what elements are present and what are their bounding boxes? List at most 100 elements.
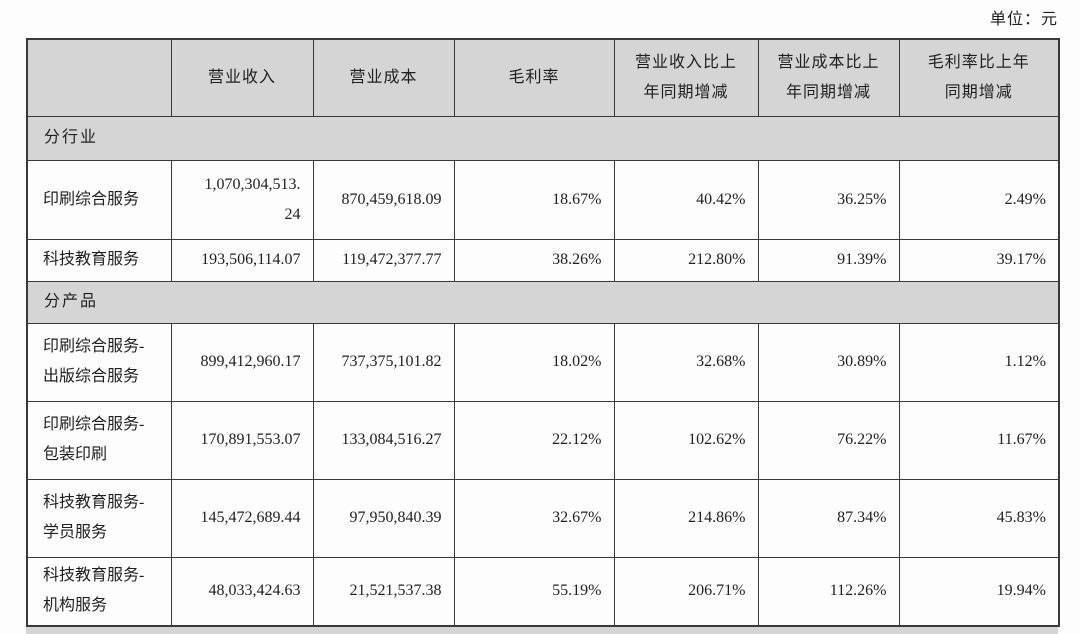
cell-line: 出版综合服务	[43, 368, 140, 385]
cell-cost: 119,472,377.77	[312, 238, 455, 282]
cell-line: 214.86%	[688, 509, 746, 526]
cell-line: 133,084,516.27	[341, 431, 442, 448]
cell-revenue-yoy: 102.62%	[613, 400, 759, 480]
cell-line: 1,070,304,513.	[204, 175, 301, 193]
row-label: 科技教育服务- 机构服务	[26, 556, 172, 627]
cell-line: 营业成本比上	[777, 53, 880, 71]
column-header-margin-yoy: 毛利率比上年 同期增减	[898, 38, 1060, 117]
column-header-cost: 营业成本	[312, 38, 455, 117]
cell-line: 87.34%	[837, 509, 887, 526]
cell-revenue-yoy: 32.68%	[613, 322, 759, 402]
cell-line: 112.26%	[829, 582, 887, 600]
cell-revenue: 1,070,304,513. 24	[170, 159, 314, 240]
cell-cost-yoy: 30.89%	[757, 322, 900, 402]
cell-line: 营业收入	[207, 68, 276, 86]
cell-line: 科技教育服务-	[43, 494, 145, 511]
cell-line: 2.49%	[1004, 190, 1046, 208]
cell-line: 737,375,101.82	[341, 353, 442, 370]
cell-margin-yoy: 39.17%	[898, 238, 1060, 282]
gross-margin-table: 营业收入 营业成本 毛利率 营业收入比上 年同期增减 营业成本比上 年同期增减 毛利率比上年同…	[26, 38, 1060, 627]
cell-line: 40.42%	[696, 190, 746, 208]
cell-line: 32.67%	[552, 509, 602, 526]
cell-line: 18.02%	[552, 353, 602, 370]
table-row: 科技教育服务- 机构服务 48,033,424.63 21,521,537.38 55.…	[26, 556, 1060, 627]
cell-line: 科技教育服务	[43, 251, 140, 268]
cell-line: 营业收入比上	[634, 53, 737, 71]
cell-line: 24	[284, 205, 301, 223]
cell-line: 91.39%	[837, 251, 887, 268]
cell-line: 170,891,553.07	[200, 431, 301, 448]
cell-line: 毛利率比上年	[927, 53, 1030, 71]
cell-margin: 18.02%	[453, 322, 615, 402]
cell-line: 36.25%	[837, 190, 887, 208]
cell-line: 印刷综合服务-	[43, 416, 145, 433]
column-header-revenue-yoy: 营业收入比上 年同期增减	[613, 38, 759, 117]
table-body: 分行业印刷综合服务 1,070,304,513. 24 870,459,618.09 1…	[26, 115, 1060, 627]
cell-cost-yoy: 36.25%	[757, 159, 900, 240]
cell-revenue: 48,033,424.63	[170, 556, 314, 627]
cell-margin-yoy: 2.49%	[898, 159, 1060, 240]
cell-line: 76.22%	[837, 431, 887, 448]
table-row: 印刷综合服务- 出版综合服务 899,412,960.17 737,375,101.8…	[26, 322, 1060, 402]
cell-line: 年同期增减	[643, 83, 729, 101]
section-row: 分产品	[26, 280, 1060, 324]
table-row: 印刷综合服务- 包装印刷 170,891,553.07 133,084,516.27 2…	[26, 400, 1060, 480]
cell-revenue-yoy: 40.42%	[613, 159, 759, 240]
cell-margin: 55.19%	[453, 556, 615, 627]
cell-line: 同期增减	[944, 83, 1013, 101]
cell-line: 55.19%	[552, 582, 602, 600]
row-label: 印刷综合服务- 包装印刷	[26, 400, 172, 480]
column-header-name	[26, 38, 172, 117]
cell-line: 1.12%	[1004, 353, 1046, 370]
column-header-revenue: 营业收入	[170, 38, 314, 117]
cell-margin-yoy: 45.83%	[898, 478, 1060, 558]
cell-revenue-yoy: 206.71%	[613, 556, 759, 627]
cell-line: 印刷综合服务-	[43, 338, 145, 355]
next-section-row-cutoff	[26, 627, 1058, 634]
cell-line: 39.17%	[996, 251, 1046, 268]
cell-line: 32.68%	[696, 353, 746, 370]
column-header-cost-yoy: 营业成本比上 年同期增减	[757, 38, 900, 117]
cell-line: 21,521,537.38	[349, 582, 442, 600]
cell-line: 97,950,840.39	[349, 509, 442, 526]
cell-revenue: 899,412,960.17	[170, 322, 314, 402]
cell-line: 18.67%	[552, 190, 602, 208]
cell-cost: 97,950,840.39	[312, 478, 455, 558]
cell-cost: 133,084,516.27	[312, 400, 455, 480]
cell-line: 193,506,114.07	[201, 251, 301, 268]
cell-cost: 737,375,101.82	[312, 322, 455, 402]
cell-line: 19.94%	[996, 582, 1046, 600]
cell-line: 870,459,618.09	[341, 190, 442, 208]
unit-label: 单位：元	[989, 11, 1058, 28]
cell-line: 102.62%	[688, 431, 746, 448]
cell-cost: 21,521,537.38	[312, 556, 455, 627]
cell-line: 年同期增减	[785, 83, 871, 101]
cell-margin: 18.67%	[453, 159, 615, 240]
header-row: 营业收入 营业成本 毛利率 营业收入比上 年同期增减 营业成本比上 年同期增减 毛利率比上年同…	[26, 38, 1060, 117]
cell-line: 印刷综合服务	[43, 190, 140, 208]
cell-line: 899,412,960.17	[200, 353, 301, 370]
row-label: 印刷综合服务- 出版综合服务	[26, 322, 172, 402]
cell-revenue: 193,506,114.07	[170, 238, 314, 282]
cell-cost-yoy: 87.34%	[757, 478, 900, 558]
cell-line: 学员服务	[43, 524, 108, 541]
cell-line: 机构服务	[43, 597, 108, 615]
cell-revenue-yoy: 214.86%	[613, 478, 759, 558]
cell-revenue: 170,891,553.07	[170, 400, 314, 480]
cell-line: 30.89%	[837, 353, 887, 370]
cell-line: 毛利率	[508, 68, 560, 86]
cell-revenue: 145,472,689.44	[170, 478, 314, 558]
cell-line: 11.67%	[997, 431, 1046, 448]
cell-margin: 32.67%	[453, 478, 615, 558]
cell-line: 206.71%	[688, 582, 746, 600]
cell-line: 45.83%	[996, 509, 1046, 526]
table-row: 科技教育服务 193,506,114.07 119,472,377.77 38.26%…	[26, 238, 1060, 282]
cell-cost-yoy: 91.39%	[757, 238, 900, 282]
row-label: 科技教育服务- 学员服务	[26, 478, 172, 558]
section-header: 分产品	[26, 280, 1060, 324]
cell-line: 38.26%	[552, 251, 602, 268]
cell-line: 145,472,689.44	[200, 509, 301, 526]
cell-line: 22.12%	[552, 431, 602, 448]
section-header: 分行业	[26, 115, 1060, 161]
